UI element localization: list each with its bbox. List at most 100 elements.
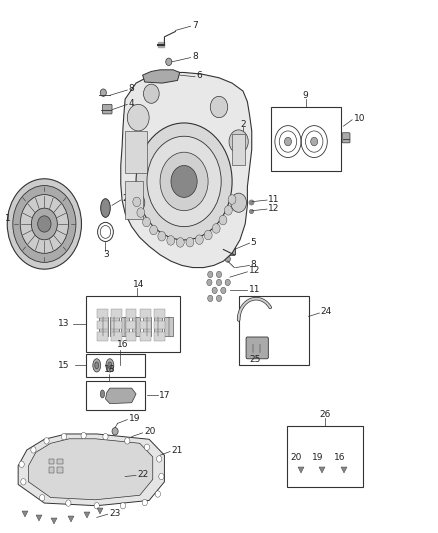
Bar (232, 134, 245, 165)
Circle shape (137, 208, 145, 217)
Circle shape (156, 456, 162, 462)
Bar (49, 459, 54, 464)
Ellipse shape (93, 359, 101, 372)
Polygon shape (106, 388, 136, 403)
Bar (140, 333, 151, 341)
Text: 24: 24 (321, 307, 332, 316)
Bar (272, 107, 341, 171)
Bar (126, 321, 137, 329)
Bar (154, 333, 165, 341)
Circle shape (21, 479, 26, 485)
Circle shape (177, 238, 184, 247)
Circle shape (103, 433, 108, 440)
Circle shape (100, 89, 106, 96)
Text: 21: 21 (171, 446, 183, 455)
Text: 19: 19 (129, 414, 140, 423)
Polygon shape (18, 434, 164, 506)
Circle shape (225, 279, 230, 286)
Bar (126, 309, 137, 318)
Circle shape (136, 123, 232, 240)
Circle shape (94, 503, 99, 509)
Circle shape (81, 432, 86, 439)
Text: 5: 5 (251, 238, 256, 247)
Circle shape (167, 236, 175, 245)
Text: 1: 1 (5, 214, 11, 223)
Text: 16: 16 (334, 453, 346, 462)
Circle shape (186, 237, 194, 247)
Text: 18: 18 (103, 365, 115, 374)
Bar (110, 317, 119, 336)
Circle shape (127, 104, 149, 131)
Circle shape (285, 138, 291, 146)
Text: 6: 6 (196, 71, 202, 80)
Circle shape (31, 447, 36, 453)
Text: 4: 4 (129, 99, 134, 108)
Bar (164, 317, 173, 336)
Bar (140, 321, 151, 329)
Bar (97, 309, 108, 318)
Circle shape (208, 295, 213, 302)
Bar (154, 321, 165, 329)
Text: 2: 2 (240, 119, 246, 128)
Circle shape (38, 216, 51, 232)
Circle shape (212, 224, 220, 233)
Text: 8: 8 (192, 52, 198, 61)
Circle shape (150, 225, 158, 235)
Circle shape (224, 206, 232, 215)
Circle shape (145, 444, 150, 450)
Circle shape (221, 287, 226, 294)
Circle shape (120, 503, 126, 509)
Ellipse shape (106, 359, 114, 372)
Circle shape (195, 235, 203, 245)
Bar (97, 333, 108, 341)
Text: 10: 10 (353, 114, 365, 123)
Bar (125, 131, 147, 173)
Circle shape (159, 473, 164, 480)
Circle shape (225, 256, 230, 262)
Bar (125, 181, 143, 219)
Text: 20: 20 (290, 453, 302, 462)
Bar (126, 333, 137, 341)
Text: 3: 3 (103, 251, 109, 260)
Ellipse shape (95, 362, 99, 369)
Text: 11: 11 (249, 285, 260, 294)
FancyBboxPatch shape (102, 104, 112, 114)
Ellipse shape (239, 134, 247, 149)
Ellipse shape (100, 390, 105, 398)
Circle shape (207, 279, 212, 286)
FancyBboxPatch shape (222, 243, 236, 255)
Polygon shape (143, 70, 180, 83)
Circle shape (133, 197, 141, 207)
Circle shape (144, 84, 159, 103)
Text: 11: 11 (268, 195, 280, 204)
Bar (239, 296, 308, 365)
Circle shape (228, 195, 236, 204)
Circle shape (155, 491, 160, 497)
Text: 23: 23 (109, 508, 120, 518)
Circle shape (166, 58, 172, 66)
Circle shape (216, 295, 222, 302)
Circle shape (32, 208, 57, 240)
Text: 8: 8 (129, 84, 134, 93)
Circle shape (208, 271, 213, 278)
Circle shape (216, 271, 222, 278)
FancyBboxPatch shape (342, 133, 350, 143)
Text: 13: 13 (57, 319, 69, 328)
Text: 12: 12 (268, 204, 280, 213)
Text: 17: 17 (159, 391, 171, 400)
Bar (97, 321, 108, 329)
Text: 12: 12 (249, 266, 260, 275)
Bar (86, 381, 145, 410)
Circle shape (142, 499, 148, 506)
Circle shape (39, 495, 45, 501)
Circle shape (20, 195, 68, 253)
Bar (143, 317, 151, 336)
Bar (140, 309, 151, 318)
Bar (111, 309, 122, 318)
Circle shape (147, 136, 221, 227)
Circle shape (204, 230, 212, 240)
Text: 22: 22 (138, 470, 148, 479)
Bar (154, 309, 165, 318)
Circle shape (171, 165, 197, 197)
Text: 14: 14 (133, 279, 144, 288)
